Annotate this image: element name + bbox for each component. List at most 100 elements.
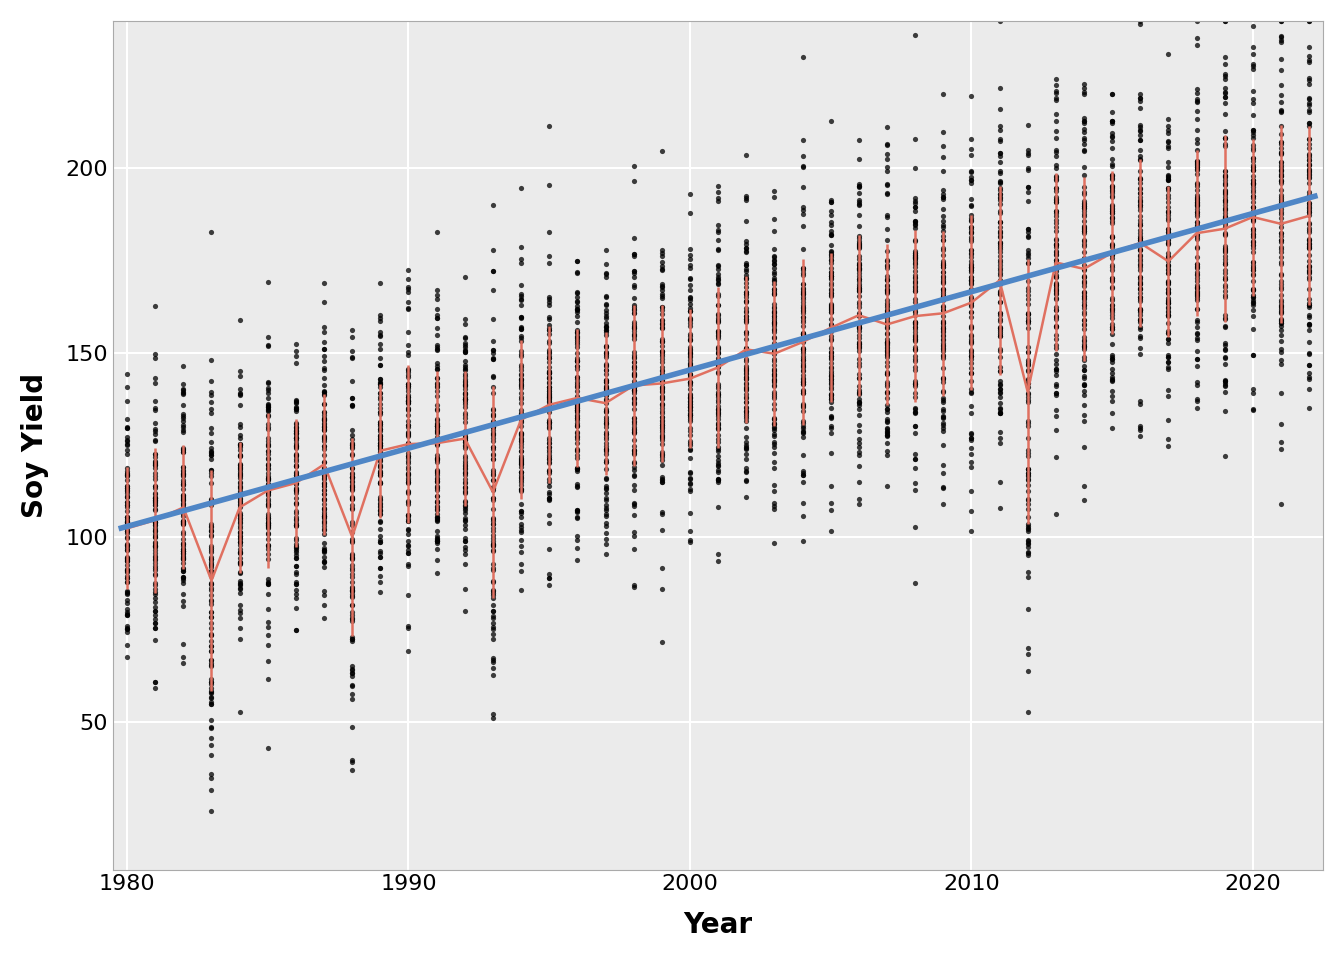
Point — [1157, 169, 1179, 184]
Point — [1101, 180, 1122, 195]
Point — [905, 351, 926, 367]
Point — [707, 420, 728, 436]
Point — [622, 413, 644, 428]
Point — [567, 358, 589, 373]
Point — [820, 252, 841, 267]
Point — [117, 523, 138, 539]
Point — [398, 438, 419, 453]
Point — [595, 441, 617, 456]
Point — [567, 505, 589, 520]
Point — [426, 498, 448, 514]
Point — [876, 136, 898, 152]
Point — [1214, 168, 1235, 183]
Point — [1270, 146, 1292, 161]
Point — [341, 533, 363, 548]
Point — [370, 535, 391, 550]
Point — [567, 362, 589, 377]
Point — [482, 632, 504, 647]
Point — [370, 415, 391, 430]
Point — [511, 255, 532, 271]
Point — [1185, 326, 1207, 342]
Point — [763, 308, 785, 324]
Point — [792, 262, 813, 277]
Point — [595, 362, 617, 377]
Point — [905, 482, 926, 497]
Point — [370, 442, 391, 457]
Point — [398, 507, 419, 522]
Point — [989, 257, 1011, 273]
Point — [848, 207, 870, 223]
Point — [905, 339, 926, 354]
Point — [1017, 243, 1039, 258]
Point — [905, 348, 926, 363]
Point — [763, 439, 785, 454]
Point — [622, 376, 644, 392]
Point — [1129, 171, 1150, 186]
Point — [1298, 317, 1320, 332]
Point — [567, 441, 589, 456]
Point — [1270, 34, 1292, 49]
Point — [1074, 224, 1095, 239]
Point — [144, 434, 165, 449]
Point — [933, 410, 954, 425]
Point — [567, 462, 589, 477]
Point — [1242, 211, 1263, 227]
Point — [1129, 256, 1150, 272]
Point — [511, 433, 532, 448]
Point — [961, 348, 982, 364]
Point — [1270, 254, 1292, 270]
Point — [567, 286, 589, 301]
Point — [511, 430, 532, 445]
Point — [511, 509, 532, 524]
Point — [876, 378, 898, 394]
Point — [1185, 94, 1207, 109]
Point — [1157, 167, 1179, 182]
Point — [511, 289, 532, 304]
Point — [567, 464, 589, 479]
Point — [370, 475, 391, 491]
Point — [707, 554, 728, 569]
Point — [679, 346, 700, 361]
Point — [257, 483, 278, 498]
Point — [792, 49, 813, 64]
Point — [1214, 183, 1235, 199]
Point — [144, 495, 165, 511]
Point — [482, 343, 504, 358]
Point — [539, 371, 560, 386]
Point — [370, 466, 391, 481]
Point — [144, 457, 165, 472]
Point — [1017, 389, 1039, 404]
Point — [848, 423, 870, 439]
Point — [679, 310, 700, 325]
Point — [482, 539, 504, 554]
Point — [1214, 349, 1235, 365]
Point — [341, 762, 363, 778]
Point — [905, 331, 926, 347]
Point — [1157, 173, 1179, 188]
Point — [622, 438, 644, 453]
Point — [1101, 167, 1122, 182]
Point — [1298, 196, 1320, 211]
Point — [792, 396, 813, 412]
Point — [961, 294, 982, 309]
Point — [961, 384, 982, 399]
Point — [1157, 286, 1179, 301]
Point — [1101, 271, 1122, 286]
Point — [595, 444, 617, 459]
Point — [1046, 258, 1067, 274]
Point — [905, 451, 926, 467]
Point — [622, 324, 644, 339]
Point — [707, 327, 728, 343]
Point — [511, 484, 532, 499]
Point — [1270, 166, 1292, 181]
Point — [285, 577, 306, 592]
Point — [961, 342, 982, 357]
Point — [426, 466, 448, 481]
Point — [707, 471, 728, 487]
Point — [144, 426, 165, 442]
Point — [679, 442, 700, 457]
Point — [228, 530, 250, 545]
Point — [285, 458, 306, 473]
Point — [933, 339, 954, 354]
Point — [595, 347, 617, 362]
